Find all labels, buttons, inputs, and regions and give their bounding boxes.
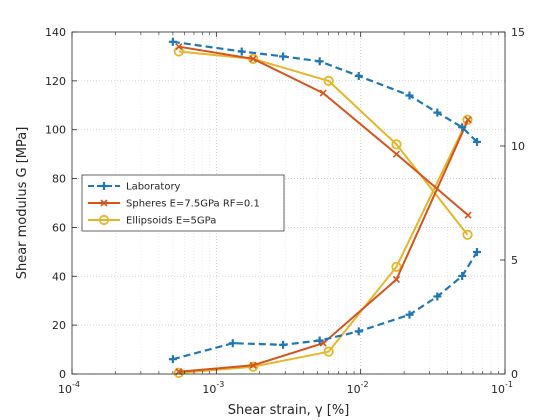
data-point-ellipsoids-e-5gpa-modulus	[462, 229, 473, 240]
data-point-spheres-e-7-5gpa-rf-0-1-damping	[249, 361, 257, 369]
data-point-spheres-e-7-5gpa-rf-0-1-modulus	[175, 43, 183, 51]
legend-label-spheres-e-7-5gpa-rf-0-1: Spheres E=7.5GPa RF=0.1	[126, 199, 260, 210]
marker-stroke	[464, 211, 472, 219]
marker-stroke	[464, 116, 472, 124]
marker-stroke	[249, 361, 257, 369]
axes-box	[71, 31, 506, 375]
data-point-laboratory-damping	[168, 355, 177, 364]
data-point-laboratory-damping	[458, 271, 467, 280]
data-point-ellipsoids-e-5gpa-modulus	[323, 75, 334, 86]
marker-stroke	[319, 339, 327, 347]
marker-stroke	[392, 275, 401, 283]
data-point-laboratory-modulus	[168, 37, 177, 46]
legend-marker-laboratory	[100, 182, 108, 190]
data-point-laboratory-damping	[315, 336, 324, 345]
data-point-ellipsoids-e-5gpa-damping	[323, 346, 334, 357]
y-axis-label: Shear modulus G [MPa]	[15, 127, 30, 280]
data-point-laboratory-damping	[405, 310, 414, 319]
series-line-ellipsoids-e-5gpa-damping	[178, 119, 469, 374]
data-point-laboratory-modulus	[354, 71, 363, 80]
data-point-ellipsoids-e-5gpa-damping	[391, 261, 402, 272]
y-left-tick-label: 120	[45, 75, 66, 88]
data-point-laboratory-damping	[228, 339, 237, 348]
data-point-ellipsoids-e-5gpa-damping	[462, 114, 473, 125]
legend: Laboratory Spheres E=7.5GPa RF=0.1 Ellipso…	[81, 174, 285, 232]
y-right-tick-label: 0	[511, 368, 518, 381]
data-point-laboratory-modulus	[279, 52, 288, 61]
data-point-laboratory-damping	[354, 327, 363, 336]
marker-stroke	[319, 89, 327, 97]
y-right-tick-label: 10	[511, 140, 525, 153]
data-point-ellipsoids-e-5gpa-damping	[173, 367, 184, 378]
data-point-laboratory-modulus	[473, 137, 482, 146]
y-left-tick-label: 140	[45, 26, 66, 39]
data-point-laboratory-damping	[473, 248, 482, 257]
marker-stroke	[249, 55, 257, 63]
data-point-spheres-e-7-5gpa-rf-0-1-modulus	[464, 211, 472, 219]
legend-marker-spheres-e-7-5gpa-rf-0-1	[100, 199, 108, 207]
y-left-tick-label: 100	[45, 124, 66, 137]
data-point-laboratory-modulus	[237, 47, 246, 56]
legend-marker-ellipsoids-e-5gpa	[98, 214, 110, 226]
data-point-spheres-e-7-5gpa-rf-0-1-damping	[464, 116, 472, 124]
data-point-spheres-e-7-5gpa-rf-0-1-modulus	[319, 89, 327, 97]
y-left-tick-label: 60	[52, 221, 66, 234]
y-left-tick-label: 80	[52, 173, 66, 186]
legend-label-ellipsoids-e-5gpa: Ellipsoids E=5GPa	[126, 216, 216, 227]
data-point-ellipsoids-e-5gpa-damping	[248, 361, 259, 372]
marker-stroke	[175, 43, 183, 51]
data-point-laboratory-modulus	[315, 57, 324, 66]
data-point-laboratory-damping	[279, 340, 288, 349]
data-point-spheres-e-7-5gpa-rf-0-1-modulus	[392, 150, 401, 158]
y-right-tick-label: 15	[511, 26, 525, 39]
data-point-laboratory-modulus	[458, 123, 467, 132]
data-point-laboratory-modulus	[405, 91, 414, 100]
x-axis-label: Shear strain, γ [%]	[228, 403, 350, 418]
y-left-tick-label: 0	[59, 368, 66, 381]
marker-stroke	[100, 199, 108, 207]
data-point-laboratory-damping	[433, 292, 442, 301]
y-left-tick-label: 40	[52, 270, 66, 283]
data-point-spheres-e-7-5gpa-rf-0-1-damping	[392, 275, 401, 283]
data-point-ellipsoids-e-5gpa-modulus	[391, 139, 402, 150]
y-right-tick-label: 5	[511, 254, 518, 267]
plot-area	[168, 37, 482, 378]
marker-stroke	[392, 150, 401, 158]
data-point-spheres-e-7-5gpa-rf-0-1-modulus	[249, 55, 257, 63]
y-left-tick-label: 20	[52, 319, 66, 332]
data-point-laboratory-modulus	[433, 108, 442, 117]
legend-label-laboratory: Laboratory	[126, 182, 181, 193]
